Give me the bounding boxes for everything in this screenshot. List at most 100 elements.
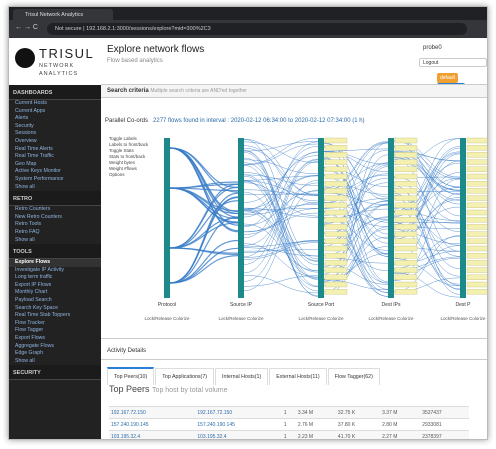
table-cell: 2.76 M <box>295 418 336 431</box>
url-field[interactable]: Not secure | 192.168.2.1:3000/sessions/e… <box>47 23 467 35</box>
table-cell: 1 <box>281 418 296 431</box>
menu-item[interactable]: Sessions <box>15 130 37 137</box>
axis-label-box <box>466 231 487 237</box>
activity-tabs: Top Peers(10) Top Applications(7) Internal… <box>107 367 381 385</box>
table-cell: 3537437 <box>420 406 469 419</box>
axis-label-box <box>466 238 487 245</box>
menu-item[interactable]: Show all <box>15 183 35 190</box>
menu-item[interactable]: Real Time Alerts <box>15 145 53 152</box>
menu-item[interactable]: Monthly Chart <box>15 289 48 296</box>
parallel-coords: Protocol Lock/Release Colorize Source IP Lo… <box>109 136 487 321</box>
flow-line <box>243 175 319 181</box>
axis-title: Source IP <box>230 302 253 308</box>
flow-line <box>243 204 319 215</box>
tab[interactable]: External Hosts(11) <box>269 368 327 385</box>
axis-note[interactable]: Lock/Release Colorize <box>144 316 190 321</box>
menu-item[interactable]: Alerts <box>15 115 29 122</box>
menu-item[interactable]: Retro Counters <box>15 206 51 213</box>
menu-item[interactable]: Explore Flows <box>9 259 101 267</box>
menu-item[interactable]: Export IP Flows <box>15 281 52 288</box>
menu-item[interactable]: Current Apps <box>15 107 46 114</box>
axis-label-box <box>394 216 418 223</box>
tab[interactable]: Internal Hosts(1) <box>215 368 269 385</box>
table-cell: 2.80 M <box>380 418 421 431</box>
table-cell: 32.75 K <box>335 406 381 419</box>
menu-item[interactable]: Long term traffic <box>15 274 53 281</box>
flow-line <box>243 208 319 232</box>
user-menu[interactable]: probe0 <box>423 45 442 51</box>
menu-item[interactable]: System Performance <box>15 175 64 182</box>
table-cell: 157.240.190.145 <box>195 418 282 431</box>
table-cell: 41.70 K <box>335 430 381 439</box>
flow-line <box>323 141 389 189</box>
menu-item[interactable]: Export Flows <box>15 335 45 342</box>
axis-note[interactable]: Lock/Release Colorize <box>298 316 344 321</box>
menu-item[interactable]: Search Key Space <box>15 304 58 311</box>
logo-icon <box>15 48 35 68</box>
axis-label-box <box>466 181 487 187</box>
table-cell: 1 <box>281 430 296 439</box>
menu-item[interactable]: Edge Graph <box>15 350 43 357</box>
chart-option[interactable]: Labels to front/back <box>109 142 149 147</box>
menu-item[interactable]: Retro FAQ <box>15 228 40 235</box>
menu-item[interactable]: New Retro Counters <box>15 213 62 220</box>
menu-item[interactable]: Show all <box>15 236 35 243</box>
flow-line <box>243 207 319 273</box>
logout[interactable]: Logout <box>419 58 487 67</box>
menu-item[interactable]: Real Time Traffic <box>15 153 54 160</box>
flow-line <box>393 160 461 234</box>
menu-item[interactable]: Overview <box>15 137 37 144</box>
nav-buttons[interactable]: ← → C <box>15 24 38 31</box>
menu-item[interactable]: Show all <box>15 357 35 364</box>
menu-item[interactable]: Current Hosts <box>15 100 47 106</box>
axis-label-box <box>394 145 418 151</box>
menu-item[interactable]: Flow Tagger <box>15 327 44 334</box>
chart-option[interactable]: Weight bytes <box>109 160 136 165</box>
section-title: DASHBOARDS <box>9 85 101 100</box>
axis-title: Dest P <box>455 302 471 308</box>
chart-option[interactable]: Stats to front/back <box>109 154 146 159</box>
menu-item[interactable]: Flow Tracker <box>15 319 45 326</box>
menu-item[interactable]: Aggregate Flows <box>15 342 54 349</box>
chart-option[interactable]: Weight #flows <box>109 166 138 171</box>
table-row: 103.195.32.4 103.195.32.4 1 2.23 M 41.70 K 2.… <box>109 430 469 439</box>
menu-item[interactable]: Geo Map <box>15 160 37 167</box>
axis-label-box <box>394 202 418 209</box>
peers-table: 192.167.72.150 192.167.72.150 1 3.34 M 32.75… <box>109 406 469 439</box>
axis-note[interactable]: Lock/Release Colorize <box>440 316 486 321</box>
menu-item[interactable]: Investigate IP Activity <box>15 266 64 273</box>
menu-item[interactable]: Retro Tools <box>15 221 42 228</box>
search-bar[interactable]: Search criteria Multiple search criteria… <box>101 84 487 98</box>
axis-label-box <box>394 281 418 288</box>
badge: default <box>437 73 459 83</box>
axis-note[interactable]: Lock/Release Colorize <box>368 316 414 321</box>
flow-line <box>243 141 319 152</box>
axis-note[interactable]: Lock/Release Colorize <box>218 316 264 321</box>
axis-bar <box>388 138 394 298</box>
page-subtitle: Flow based analytics <box>107 58 163 64</box>
tab[interactable]: Trisul Network Analytics <box>13 9 113 20</box>
tab[interactable]: Top Applications(7) <box>155 368 215 385</box>
flow-line <box>393 258 461 287</box>
axis-label-box <box>394 166 418 172</box>
axis-label-box <box>466 209 487 216</box>
flow-line <box>243 172 319 202</box>
axis-label-box <box>324 209 348 216</box>
chart-option[interactable]: Toggle Stats <box>109 148 135 153</box>
chart-option[interactable]: Options <box>109 172 125 177</box>
axis-label-box <box>324 137 348 144</box>
table-cell: 2.23 M <box>295 430 336 439</box>
flow-line <box>323 220 389 292</box>
chart-option[interactable]: Toggle Labels <box>109 136 138 141</box>
flow-line <box>169 187 239 220</box>
menu-item[interactable]: Security <box>15 122 34 129</box>
flow-line <box>243 152 319 297</box>
menu-item[interactable]: Active Keys Monitor <box>15 168 61 175</box>
axis-title: Dest IPs <box>382 302 401 308</box>
tab[interactable]: Top Peers(10) <box>107 367 155 385</box>
axis-label-box <box>466 159 487 165</box>
flow-line <box>393 257 461 274</box>
menu-item[interactable]: Payload Search <box>15 297 52 304</box>
menu-item[interactable]: Real Time Stab Toppers <box>15 312 71 319</box>
tab[interactable]: Flow Tagger(62) <box>327 368 380 385</box>
